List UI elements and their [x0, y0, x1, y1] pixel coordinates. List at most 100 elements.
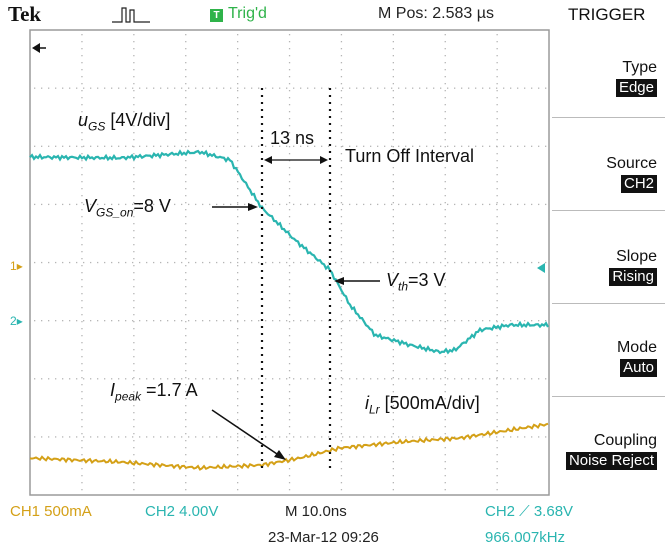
- grid-dot: [81, 174, 83, 176]
- menu-item-slope[interactable]: Slope Rising: [552, 211, 665, 304]
- grid-dot: [133, 286, 135, 288]
- grid-dot: [482, 320, 484, 322]
- grid-dot: [81, 48, 83, 50]
- grid-dot: [90, 320, 92, 322]
- ch1-ground-marker: 1▸: [10, 259, 23, 273]
- grid-dot: [41, 320, 43, 322]
- grid-dot: [237, 433, 239, 435]
- grid-dot: [503, 203, 505, 206]
- grid-dot: [111, 320, 113, 322]
- grid-dot: [370, 436, 372, 438]
- grid-dot: [349, 87, 351, 89]
- grid-dot: [237, 307, 239, 309]
- grid-dot: [185, 160, 187, 162]
- grid-dot: [133, 237, 135, 239]
- grid-dot: [489, 87, 491, 89]
- grid-dot: [391, 203, 393, 206]
- grid-dot: [288, 258, 291, 260]
- grid-dot: [185, 181, 187, 183]
- grid-dot: [444, 174, 446, 176]
- grid-dot: [321, 203, 323, 206]
- vgs-arrowhead: [248, 203, 258, 211]
- grid-dot: [538, 87, 540, 89]
- grid-dot: [133, 279, 135, 281]
- grid-dot: [83, 203, 85, 206]
- grid-dot: [538, 261, 540, 264]
- grid-dot: [496, 223, 498, 225]
- grid-dot: [363, 378, 365, 380]
- grid-dot: [133, 146, 135, 148]
- grid-dot: [133, 34, 135, 36]
- grid-dot: [342, 87, 344, 89]
- grid-dot: [496, 237, 498, 239]
- ch2-ground-marker: 2▸: [10, 314, 23, 328]
- menu-label-coupling: Coupling: [593, 432, 657, 449]
- grid-dot: [62, 320, 64, 322]
- grid-dot: [160, 436, 162, 438]
- grid-dot: [185, 244, 187, 246]
- grid-dot: [160, 203, 162, 206]
- grid-dot: [244, 320, 246, 322]
- grid-dot: [433, 87, 435, 89]
- grid-dot: [185, 104, 187, 106]
- graticule: [34, 34, 547, 491]
- grid-dot: [288, 118, 291, 120]
- grid-dot: [321, 320, 323, 322]
- grid-dot: [81, 300, 83, 302]
- grid-dot: [185, 391, 187, 393]
- grid-dot: [370, 261, 372, 264]
- menu-item-type[interactable]: Type Edge: [552, 30, 665, 118]
- grid-dot: [237, 342, 239, 344]
- grid-dot: [392, 419, 394, 421]
- grid-dot: [531, 436, 533, 438]
- grid-dot: [185, 328, 187, 330]
- grid-dot: [55, 261, 57, 264]
- grid-dot: [34, 145, 36, 147]
- grid-dot: [185, 482, 187, 484]
- grid-dot: [392, 195, 394, 197]
- grid-dot: [81, 349, 83, 351]
- grid-dot: [524, 145, 526, 147]
- grid-dot: [181, 261, 183, 264]
- grid-dot: [496, 314, 498, 316]
- grid-dot: [133, 55, 135, 57]
- grid-dot: [90, 87, 92, 89]
- grid-dot: [392, 230, 394, 232]
- grid-dot: [444, 97, 446, 99]
- grid-dot: [444, 286, 446, 288]
- grid-dot: [503, 436, 505, 438]
- grid-dot: [444, 300, 446, 302]
- grid-dot: [444, 146, 446, 148]
- grid-dot: [81, 335, 83, 337]
- grid-dot: [444, 34, 446, 36]
- grid-dot: [181, 436, 183, 438]
- grid-dot: [237, 378, 239, 380]
- grid-dot: [545, 203, 547, 206]
- grid-dot: [496, 419, 498, 421]
- grid-dot: [412, 261, 414, 264]
- menu-item-coupling[interactable]: Coupling Noise Reject: [552, 397, 665, 495]
- grid-dot: [433, 320, 435, 322]
- grid-dot: [237, 363, 239, 365]
- grid-dot: [363, 436, 365, 438]
- grid-dot: [340, 293, 343, 295]
- grid-dot: [185, 83, 187, 85]
- grid-dot: [419, 378, 421, 380]
- grid-dot: [444, 76, 446, 78]
- grid-dot: [340, 461, 343, 463]
- screen-border: [29, 29, 550, 496]
- grid-dot: [444, 48, 446, 50]
- menu-item-mode[interactable]: Mode Auto: [552, 304, 665, 397]
- grid-dot: [444, 265, 446, 267]
- grid-dot: [251, 145, 253, 147]
- menu-label-mode: Mode: [616, 339, 657, 356]
- grid-dot: [237, 69, 239, 71]
- grid-dot: [265, 436, 267, 438]
- grid-dot: [392, 97, 394, 99]
- menu-item-source[interactable]: Source CH2: [552, 118, 665, 211]
- status-header: Tek T Trig'd M Pos: 2.583 µs TRIGGER: [0, 0, 665, 30]
- grid-dot: [392, 440, 394, 442]
- grid-dot: [384, 320, 386, 322]
- grid-dot: [216, 203, 218, 206]
- grid-dot: [265, 378, 267, 380]
